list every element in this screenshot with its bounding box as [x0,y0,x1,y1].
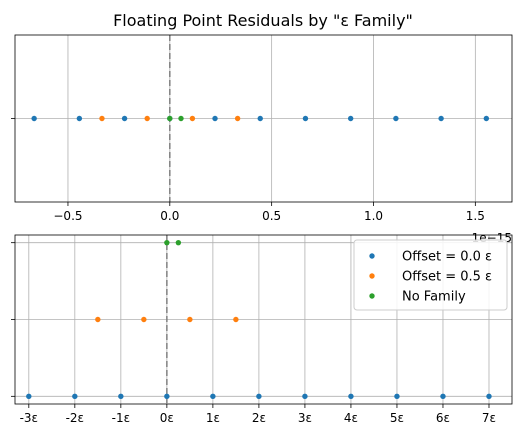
axes-frame [14,234,513,405]
top-axes: −0.5 0.0 0.5 1.0 1.5 [11,34,513,223]
data-point[interactable] [175,239,182,246]
legend-marker [369,293,375,299]
data-point[interactable] [118,393,124,400]
data-point[interactable] [486,393,492,400]
x-tick-label: 0.0 [160,209,179,223]
data-point[interactable] [141,316,147,323]
data-point[interactable] [189,115,196,122]
legend-label: Offset = 0.5 ε [402,270,492,285]
data-point[interactable] [76,115,83,122]
data-point[interactable] [302,115,309,122]
data-point[interactable] [212,115,218,122]
data-point[interactable] [95,316,101,323]
x-tick-label: 3ε [298,411,312,425]
x-tick-label: 1.5 [466,209,485,223]
data-point[interactable] [99,115,105,122]
x-tick-label: 1ε [206,411,220,425]
data-point[interactable] [438,115,444,122]
data-point[interactable] [72,393,78,400]
data-point[interactable] [121,115,128,122]
data-point[interactable] [164,393,170,400]
data-point[interactable] [393,115,399,122]
data-point[interactable] [348,393,354,400]
x-tick-label: 5ε [390,411,404,425]
data-point[interactable] [144,115,150,122]
data-point[interactable] [394,393,400,400]
data-point[interactable] [347,115,354,122]
data-point[interactable] [483,115,490,122]
data-point[interactable] [31,115,37,122]
x-tick-label: -3ε [20,411,38,425]
data-point[interactable] [178,115,184,122]
data-point[interactable] [187,316,193,323]
data-point[interactable] [234,115,241,122]
legend[interactable]: Offset = 0.0 ε Offset = 0.5 ε No Family [353,239,508,311]
x-tick-label: 0.5 [262,209,281,223]
x-tick-label: 1.0 [364,209,383,223]
chart-title: Floating Point Residuals by "ε Family" [113,11,413,30]
x-tick-label: 2ε [252,411,266,425]
legend-label: Offset = 0.0 ε [402,250,492,265]
x-tick-label: -2ε [66,411,84,425]
x-tick-label: 6ε [436,411,450,425]
data-point[interactable] [210,393,216,400]
legend-marker [369,273,375,279]
legend-label: No Family [402,290,466,305]
data-point[interactable] [233,316,239,323]
data-point[interactable] [440,393,446,400]
x-tick-label: 7ε [482,411,496,425]
data-point[interactable] [302,393,308,400]
x-tick-label: 4ε [344,411,358,425]
x-tick-label: 0ε [160,411,174,425]
data-point[interactable] [256,393,262,400]
data-point[interactable] [26,393,32,400]
legend-box [353,239,508,311]
legend-marker [369,253,375,259]
axes-frame [14,34,513,203]
data-point[interactable] [164,239,170,246]
data-point[interactable] [167,115,173,122]
x-tick-label: −0.5 [53,209,82,223]
x-tick-label: -1ε [112,411,130,425]
data-point[interactable] [257,115,263,122]
